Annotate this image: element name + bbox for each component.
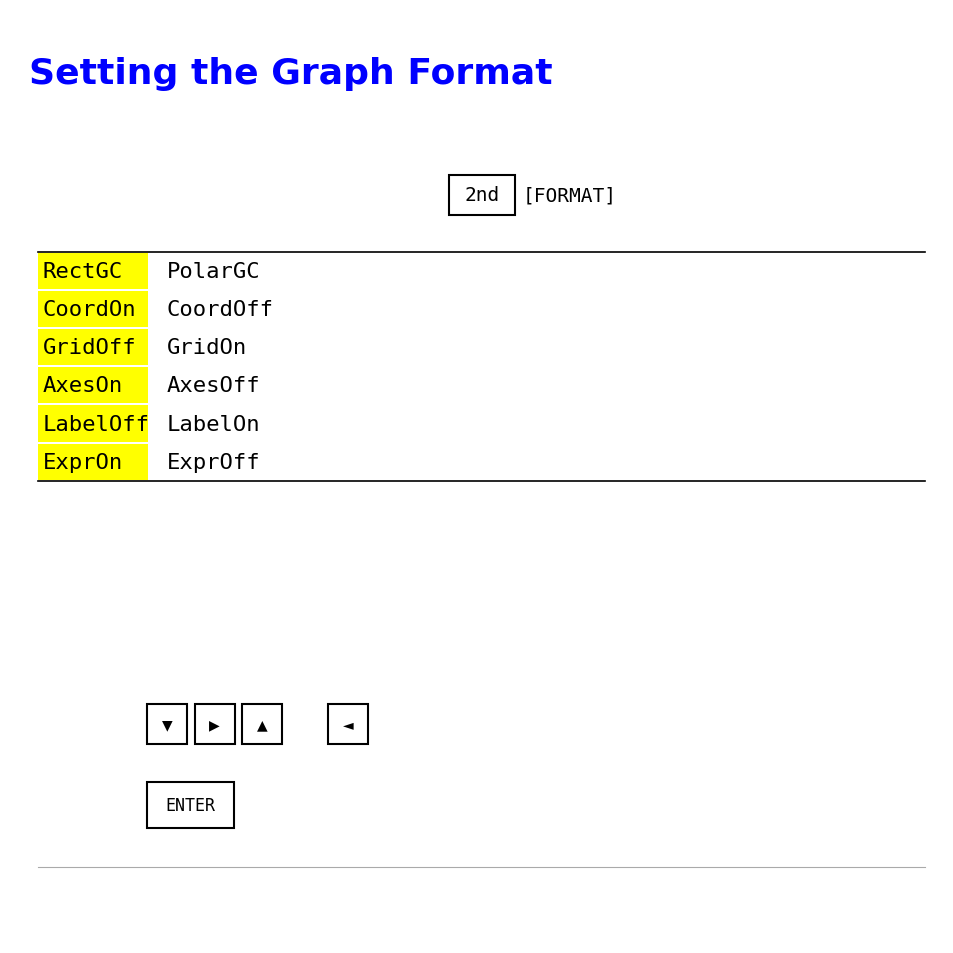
FancyBboxPatch shape bbox=[147, 782, 233, 828]
FancyBboxPatch shape bbox=[38, 253, 148, 290]
Text: LabelOn: LabelOn bbox=[167, 415, 260, 434]
Text: AxesOn: AxesOn bbox=[43, 376, 123, 395]
Text: RectGC: RectGC bbox=[43, 262, 123, 281]
Text: GridOff: GridOff bbox=[43, 338, 136, 357]
FancyBboxPatch shape bbox=[38, 406, 148, 442]
FancyBboxPatch shape bbox=[328, 704, 368, 744]
Text: PolarGC: PolarGC bbox=[167, 262, 260, 281]
FancyBboxPatch shape bbox=[147, 704, 187, 744]
FancyBboxPatch shape bbox=[38, 368, 148, 404]
FancyBboxPatch shape bbox=[38, 330, 148, 366]
FancyBboxPatch shape bbox=[242, 704, 282, 744]
Text: ◄: ◄ bbox=[342, 718, 354, 731]
Text: AxesOff: AxesOff bbox=[167, 376, 260, 395]
FancyBboxPatch shape bbox=[194, 704, 234, 744]
Text: ExprOn: ExprOn bbox=[43, 453, 123, 472]
Text: [FORMAT]: [FORMAT] bbox=[522, 186, 616, 205]
Text: ▶: ▶ bbox=[209, 718, 220, 731]
FancyBboxPatch shape bbox=[448, 175, 515, 215]
Text: GridOn: GridOn bbox=[167, 338, 247, 357]
Text: ▲: ▲ bbox=[256, 718, 268, 731]
FancyBboxPatch shape bbox=[38, 292, 148, 328]
Text: Setting the Graph Format: Setting the Graph Format bbox=[29, 57, 552, 91]
Text: CoordOn: CoordOn bbox=[43, 300, 136, 319]
Text: ENTER: ENTER bbox=[166, 797, 215, 814]
Text: CoordOff: CoordOff bbox=[167, 300, 274, 319]
Text: 2nd: 2nd bbox=[464, 186, 498, 205]
Text: LabelOff: LabelOff bbox=[43, 415, 150, 434]
Text: ExprOff: ExprOff bbox=[167, 453, 260, 472]
FancyBboxPatch shape bbox=[38, 444, 148, 480]
Text: ▼: ▼ bbox=[161, 718, 172, 731]
